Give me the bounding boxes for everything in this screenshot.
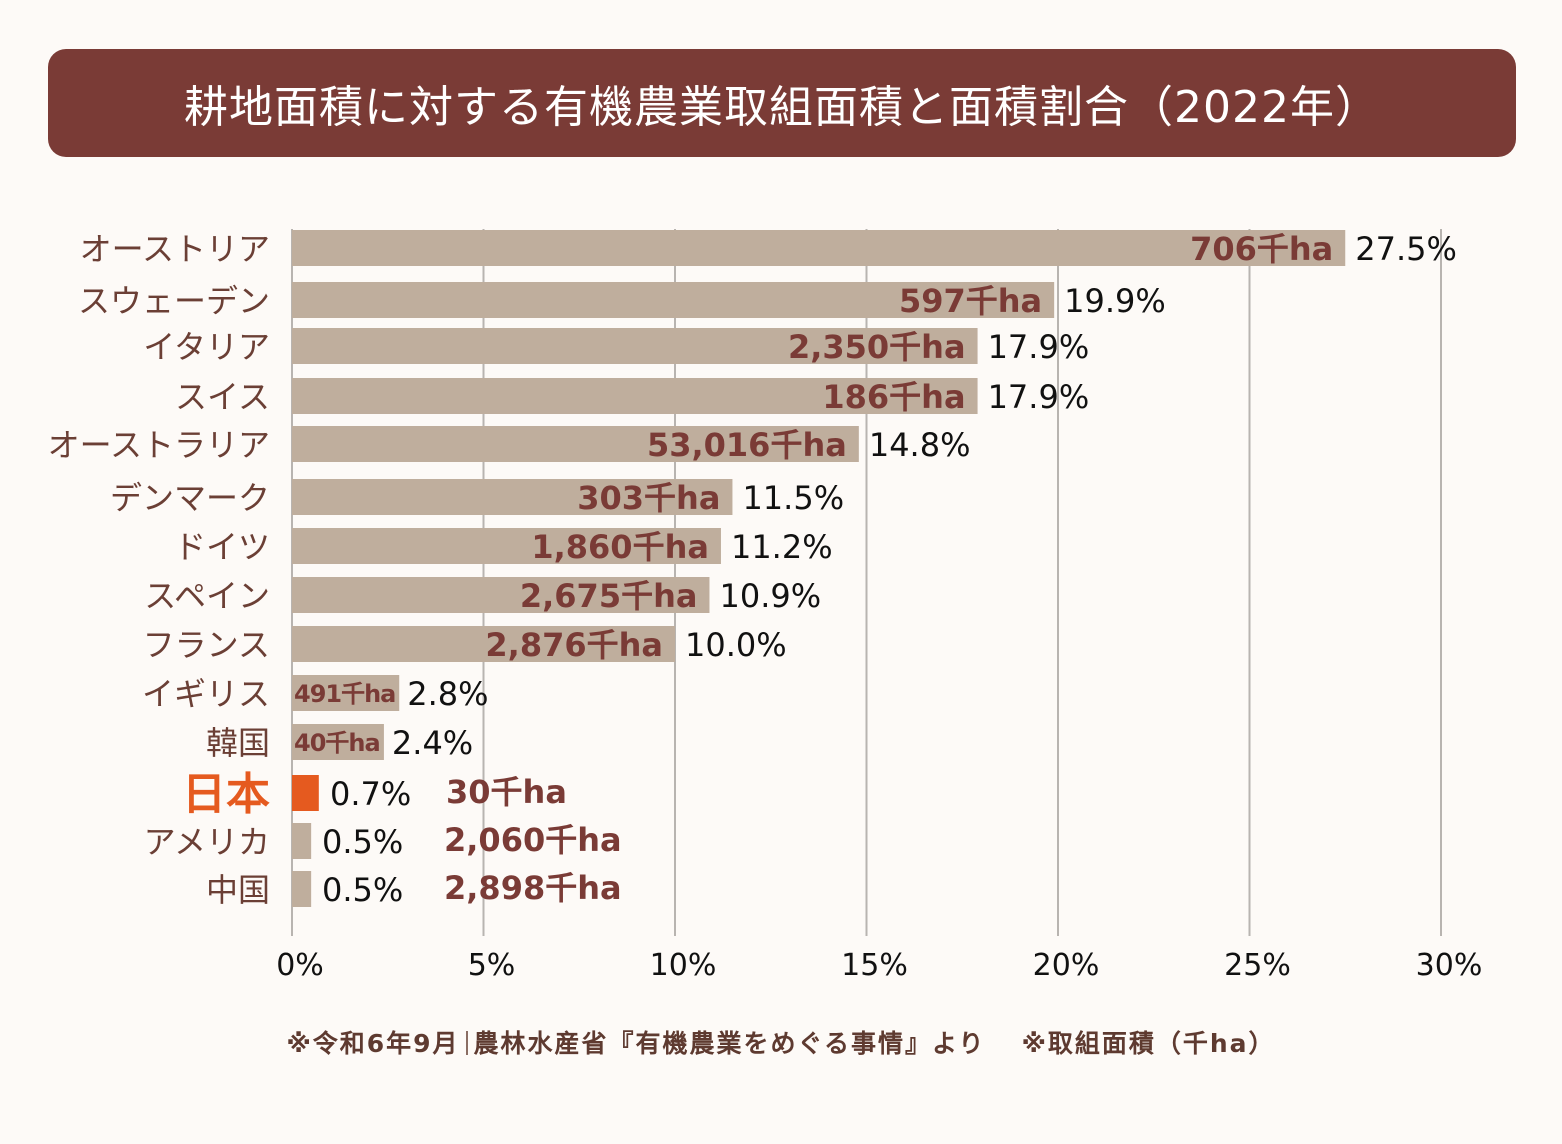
bar [292, 823, 312, 859]
category-label: スペイン [144, 577, 270, 615]
footnote-unit-note: ※取組面積（千ha） [1021, 1029, 1276, 1058]
percent-label: 11.5% [742, 479, 844, 517]
category-label: フランス [143, 626, 270, 664]
bar [292, 775, 319, 811]
percent-label: 2.4% [392, 724, 473, 762]
category-label: イタリア [143, 328, 270, 366]
category-label: オーストリア [80, 230, 270, 268]
footnote-source: 農林水産省『有機農業をめぐる事情』より [473, 1029, 986, 1058]
x-tick-label: 20% [1033, 948, 1100, 983]
area-label: 491千ha [294, 680, 395, 708]
percent-label: 14.8% [869, 426, 971, 464]
footnote: ※令和6年9月 農林水産省『有機農業をめぐる事情』より ※取組面積（千ha） [0, 1024, 1562, 1060]
category-label: スウェーデン [78, 282, 270, 320]
title-banner: 耕地面積に対する有機農業取組面積と面積割合（2022年） [48, 49, 1516, 157]
percent-label: 11.2% [731, 528, 833, 566]
category-label: オーストラリア [48, 426, 270, 464]
percent-label: 0.5% [322, 871, 403, 909]
percent-label: 17.9% [988, 328, 1090, 366]
bar [292, 626, 675, 662]
x-tick-label: 10% [650, 948, 717, 983]
area-label: 186千ha [822, 378, 965, 416]
bar [292, 577, 710, 613]
x-tick-label: 5% [468, 948, 516, 983]
area-label: 2,675千ha [520, 577, 698, 615]
area-label: 2,350千ha [788, 328, 966, 366]
area-label: 706千ha [1190, 230, 1333, 268]
percent-label: 10.0% [685, 626, 787, 664]
chart-title: 耕地面積に対する有機農業取組面積と面積割合（2022年） [184, 82, 1380, 133]
area-label: 2,898千ha [444, 869, 622, 907]
area-label: 40千ha [294, 729, 380, 757]
percent-label: 0.5% [322, 823, 403, 861]
category-label: 韓国 [206, 724, 270, 762]
category-label: デンマーク [110, 479, 270, 517]
bar [292, 378, 978, 414]
bar [292, 871, 312, 907]
footnote-date: ※令和6年9月 [286, 1029, 460, 1058]
percent-label: 2.8% [407, 675, 488, 713]
area-label: 2,060千ha [444, 821, 622, 859]
percent-label: 19.9% [1064, 282, 1166, 320]
area-label: 53,016千ha [647, 426, 847, 464]
x-tick-label: 25% [1224, 948, 1291, 983]
category-label: 日本 [182, 769, 270, 820]
percent-label: 27.5% [1355, 230, 1457, 268]
area-label: 303千ha [577, 479, 720, 517]
category-label: ドイツ [174, 528, 270, 566]
percent-label: 0.7% [330, 775, 411, 813]
category-label: アメリカ [144, 823, 270, 861]
bar [292, 230, 1346, 266]
category-label: スイス [175, 378, 270, 416]
bar [292, 426, 859, 462]
area-label: 597千ha [899, 282, 1042, 320]
bar [292, 479, 733, 515]
area-label: 30千ha [446, 773, 567, 811]
bar [292, 328, 978, 364]
bar [292, 675, 400, 711]
bar [292, 282, 1055, 318]
area-label: 2,876千ha [485, 626, 663, 664]
bar [292, 724, 384, 760]
x-tick-label: 15% [841, 948, 908, 983]
x-tick-label: 0% [276, 948, 324, 983]
percent-label: 17.9% [988, 378, 1090, 416]
area-label: 1,860千ha [531, 528, 709, 566]
footnote-separator [465, 1031, 468, 1055]
percent-label: 10.9% [719, 577, 821, 615]
category-label: イギリス [142, 675, 270, 713]
x-tick-label: 30% [1416, 948, 1483, 983]
bar [292, 528, 721, 564]
category-label: 中国 [206, 871, 270, 909]
